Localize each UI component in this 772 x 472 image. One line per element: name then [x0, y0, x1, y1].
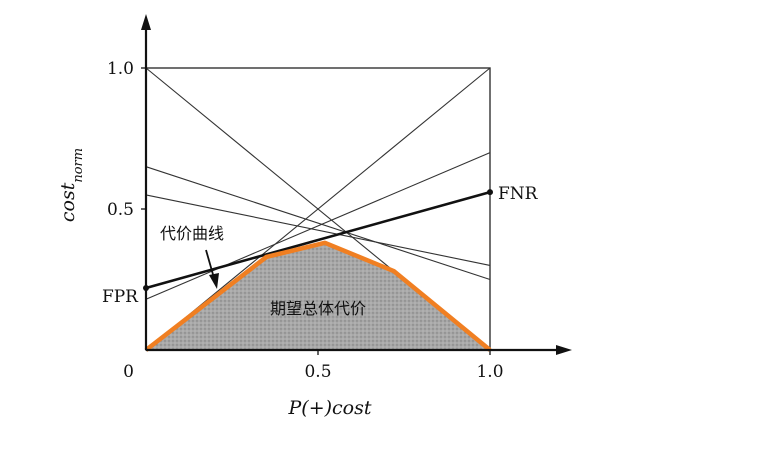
- y-axis-arrow: [141, 14, 151, 30]
- ticks-group: 0.5 1.0 0.5 1.0: [107, 59, 504, 382]
- expected-cost-annotation: 期望总体代价: [270, 299, 366, 318]
- origin-label: 0: [123, 362, 134, 382]
- y-tick-label-1: 0.5: [107, 200, 134, 220]
- y-axis-title: costnorm: [57, 148, 86, 222]
- x-tick-label-1: 0.5: [304, 362, 331, 382]
- x-axis-arrow: [556, 345, 572, 355]
- cost-line-5: [145, 152, 491, 300]
- y-axis-title-base: cost: [57, 182, 79, 222]
- cost-line-3: [145, 166, 491, 281]
- cost-curve-pointer-head: [209, 273, 219, 289]
- fpr-label: FPR: [102, 287, 139, 307]
- cost-line-4: [145, 194, 491, 266]
- cost-curve-annotation: 代价曲线: [160, 224, 224, 243]
- expected-total-cost-area: [146, 242, 490, 350]
- x-axis-title: P(+)cost: [288, 397, 372, 419]
- fnr-label: FNR: [498, 184, 539, 204]
- y-axis-title-sub: norm: [71, 148, 86, 183]
- x-tick-label-2: 1.0: [476, 362, 503, 382]
- fnr-point: [487, 189, 493, 196]
- cost-curve-envelope: [144, 240, 492, 352]
- cost-curve-pointer: [205, 249, 215, 279]
- y-tick-label-2: 1.0: [107, 59, 134, 79]
- fpr-fnr-cost-line: [145, 190, 491, 290]
